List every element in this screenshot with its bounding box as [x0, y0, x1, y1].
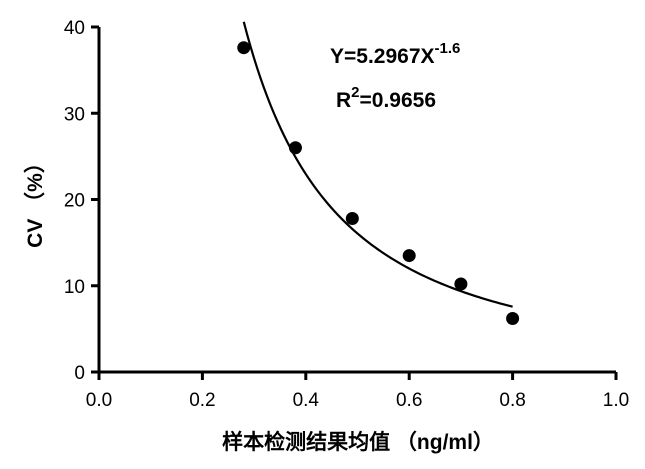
axes — [97, 27, 616, 374]
data-point — [506, 312, 520, 326]
data-points — [237, 41, 520, 326]
fit-curve-layer — [242, 21, 513, 308]
data-point — [402, 249, 416, 263]
x-tick-label: 0.2 — [189, 390, 215, 411]
data-point — [454, 277, 468, 291]
data-point — [288, 141, 302, 155]
x-tick-label: 0.8 — [499, 390, 525, 411]
ticks: 0.0 0.2 0.4 0.6 0.8 1.0 0 10 20 30 40 — [64, 18, 629, 411]
y-tick-label: 20 — [64, 191, 85, 212]
x-axis-title: 样本检测结果均值 （ng/ml） — [222, 430, 494, 454]
x-tick-label: 1.0 — [603, 390, 629, 411]
x-tick-label: 0.6 — [396, 390, 422, 411]
r-squared-label: R2=0.9656 — [336, 84, 436, 112]
y-axis-title: CV （%） — [23, 152, 47, 248]
y-tick-label: 10 — [64, 277, 85, 298]
y-tick-label: 30 — [64, 104, 85, 125]
data-point — [237, 41, 251, 55]
y-tick-label: 40 — [64, 18, 85, 39]
x-tick-label: 0.4 — [293, 390, 320, 411]
data-point — [345, 211, 359, 225]
y-tick-label: 0 — [74, 363, 85, 384]
fit-equation: Y=5.2967X-1.6 — [330, 40, 460, 68]
fit-curve — [242, 21, 513, 308]
x-tick-label: 0.0 — [86, 390, 112, 411]
